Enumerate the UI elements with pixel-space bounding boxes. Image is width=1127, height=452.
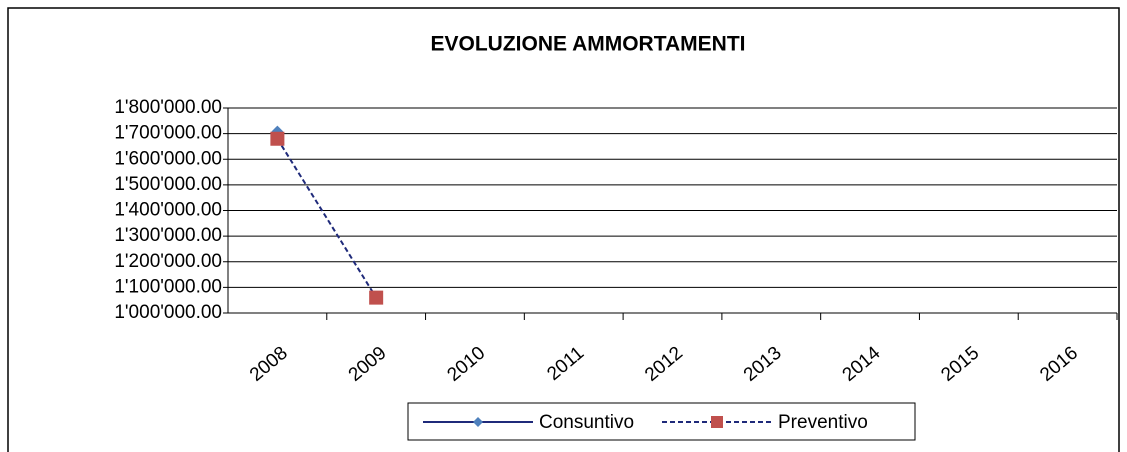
y-tick-label: 1'800'000.00: [114, 97, 222, 118]
x-tick-label: 2012: [641, 343, 687, 386]
marker: [369, 290, 384, 305]
y-tick-label: 1'600'000.00: [114, 148, 222, 169]
x-tick-label: 2011: [543, 343, 588, 385]
y-tick-label: 1'200'000.00: [114, 251, 222, 272]
legend-label: Consuntivo: [539, 412, 634, 433]
y-tick-label: 1'500'000.00: [114, 174, 222, 195]
x-tick-label: 2016: [1036, 343, 1082, 386]
series-line: [276, 138, 378, 299]
x-tick-label: 2009: [345, 343, 391, 386]
y-tick-label: 1'000'000.00: [114, 302, 222, 323]
x-tick-label: 2013: [740, 343, 786, 386]
y-tick-label: 1'100'000.00: [114, 276, 222, 297]
x-tick-label: 2015: [937, 343, 983, 386]
x-tick-label: 2008: [246, 343, 292, 386]
y-tick-label: 1'400'000.00: [114, 200, 222, 221]
marker: [270, 131, 285, 146]
legend-marker: [711, 416, 723, 428]
legend-marker: [473, 417, 483, 427]
x-tick-label: 2010: [443, 343, 489, 386]
y-tick-label: 1'700'000.00: [114, 123, 222, 144]
legend-label: Preventivo: [778, 412, 868, 433]
chart-title: EVOLUZIONE AMMORTAMENTI: [431, 33, 746, 56]
legend-box: [407, 402, 916, 441]
x-tick-label: 2014: [839, 342, 885, 386]
chart-frame: [7, 7, 1120, 452]
y-tick-label: 1'300'000.00: [114, 225, 222, 246]
